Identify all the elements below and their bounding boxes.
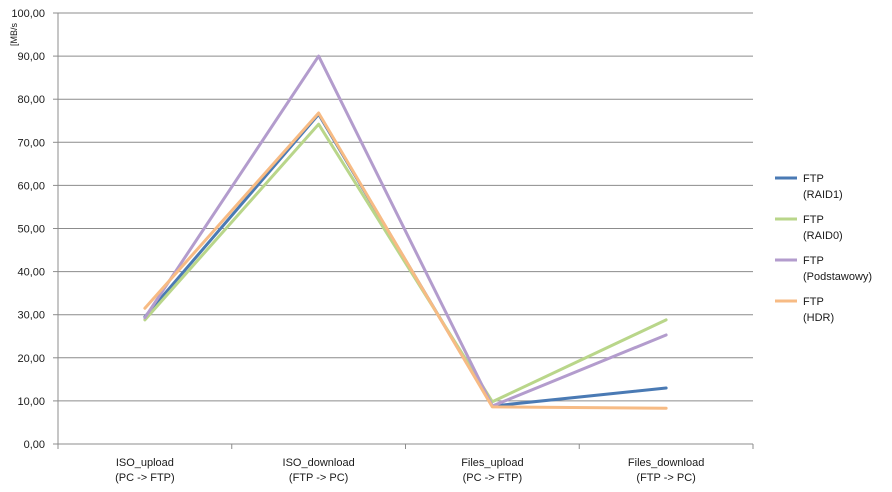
legend: FTP (RAID1) FTP (RAID0) FTP (Podstawowy) FTP (H… bbox=[775, 173, 872, 324]
series-line-1 bbox=[143, 122, 668, 404]
x-tick-label: ISO_upload (PC -> FTP) bbox=[115, 457, 175, 484]
y-tick-label: 50,00 bbox=[17, 224, 45, 236]
x-tick-labels: ISO_upload (PC -> FTP) ISO_download (FTP ->… bbox=[115, 457, 704, 484]
y-tick-label: 10,00 bbox=[17, 396, 45, 408]
x-tick-label: ISO_download (FTP -> PC) bbox=[283, 457, 355, 484]
series-line-2 bbox=[143, 54, 668, 408]
y-tick-label: 80,00 bbox=[17, 94, 45, 106]
y-tick-label: 70,00 bbox=[17, 137, 45, 149]
y-tick-label: 90,00 bbox=[17, 51, 45, 63]
legend-label: FTP (RAID0) bbox=[803, 214, 843, 242]
y-tick-label: 30,00 bbox=[17, 310, 45, 322]
legend-label: FTP (RAID1) bbox=[803, 173, 843, 201]
x-tick-label: Files_upload (PC -> FTP) bbox=[461, 457, 523, 484]
series-line-3 bbox=[143, 111, 668, 410]
y-tick-label: 60,00 bbox=[17, 180, 45, 192]
y-tick-label: 100,00 bbox=[11, 8, 45, 20]
legend-entry: FTP (Podstawowy) bbox=[775, 255, 872, 283]
legend-entry: FTP (RAID0) bbox=[775, 214, 843, 242]
legend-entry: FTP (HDR) bbox=[775, 296, 834, 324]
legend-entry: FTP (RAID1) bbox=[775, 173, 843, 201]
legend-label: FTP (HDR) bbox=[803, 296, 834, 324]
x-tick-label: Files_download (FTP -> PC) bbox=[628, 457, 704, 484]
y-tick-label: 0,00 bbox=[24, 439, 45, 451]
y-tick-label: 20,00 bbox=[17, 353, 45, 365]
axes bbox=[53, 12, 754, 449]
y-tick-label: 40,00 bbox=[17, 267, 45, 279]
y-axis-label: [MB/s bbox=[9, 22, 19, 46]
y-tick-labels: 0,00 10,00 20,00 30,00 40,00 50,00 60,00 70,00 8… bbox=[11, 8, 45, 451]
legend-label: FTP (Podstawowy) bbox=[803, 255, 872, 283]
series-lines bbox=[143, 54, 668, 410]
